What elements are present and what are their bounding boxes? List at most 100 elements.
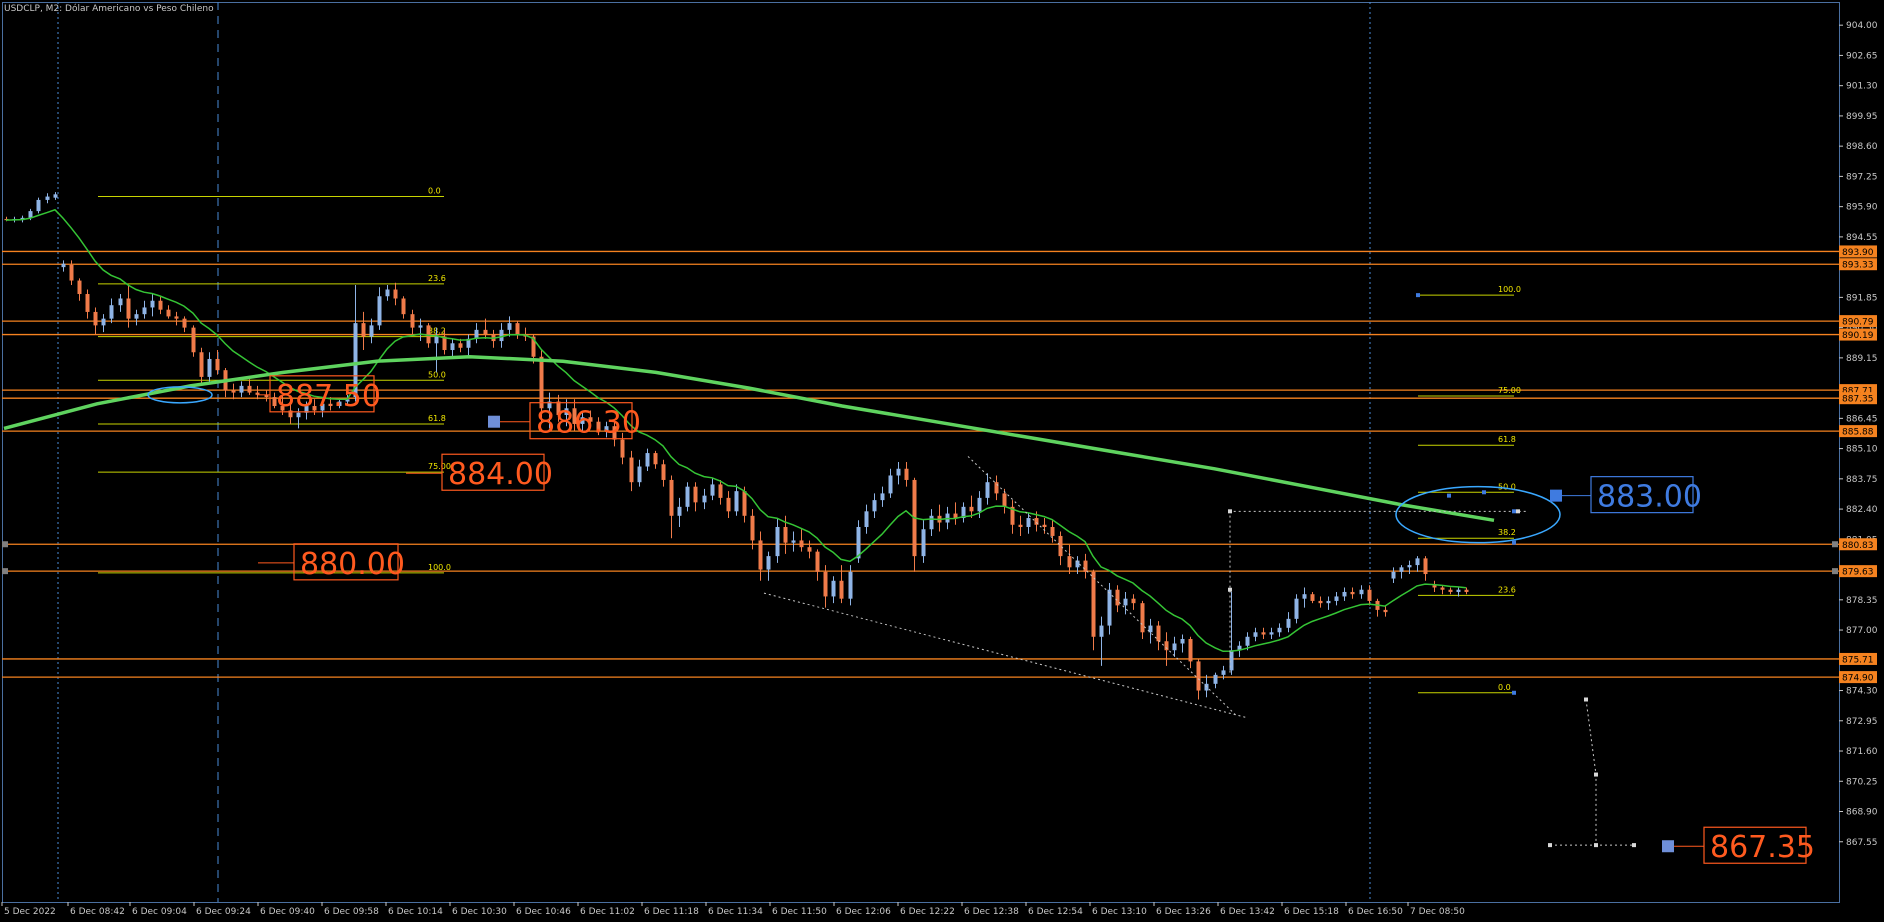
bearish-candle	[750, 509, 755, 550]
bullish-candle	[1213, 672, 1218, 689]
candle-body	[328, 403, 333, 407]
chart-header: USDCLP, M2: Dólar Americano vs Peso Chil…	[4, 3, 214, 14]
callout-box	[1703, 826, 1807, 864]
time-tick-label: 6 Dec 09:04	[132, 907, 187, 917]
bearish-candle	[1010, 500, 1015, 534]
bearish-candle	[158, 296, 163, 315]
candle-body	[620, 439, 625, 458]
guide-anchor-handle[interactable]	[1584, 697, 1588, 702]
bullish-candle	[1245, 632, 1250, 651]
callout-anchor-handle[interactable]	[1662, 840, 1674, 853]
bearish-candle	[77, 278, 82, 301]
level-anchor-handle[interactable]	[2, 541, 8, 548]
candle-body	[742, 491, 747, 516]
bullish-candle	[864, 504, 869, 534]
price-callout[interactable]: 884.00	[406, 453, 553, 492]
candle-body	[385, 289, 390, 297]
guide-anchor-handle[interactable]	[1228, 509, 1232, 514]
level-anchor-handle[interactable]	[1832, 541, 1838, 548]
bullish-candle	[507, 316, 512, 337]
ellipse-anchor-handle[interactable]	[1447, 493, 1451, 498]
level-price-tag	[1839, 245, 1877, 258]
candle-body	[953, 513, 958, 519]
candle-body	[109, 305, 114, 319]
candle-body	[69, 264, 74, 281]
time-tick-label: 6 Dec 16:50	[1348, 907, 1403, 917]
price-callout[interactable]: 887.50	[258, 375, 381, 414]
bearish-candle	[85, 289, 90, 319]
bullish-candle	[45, 193, 50, 204]
candle-body	[1269, 632, 1274, 635]
guide-anchor-handle[interactable]	[1594, 772, 1598, 777]
candle-body	[1131, 598, 1136, 604]
bullish-candle	[134, 309, 139, 326]
price-callout[interactable]: 883.00	[1550, 476, 1702, 515]
bearish-candle	[247, 379, 252, 395]
level-anchor-handle[interactable]	[1832, 568, 1838, 575]
highlight-ellipse[interactable]	[147, 386, 213, 404]
ellipse-anchor-handle[interactable]	[1482, 490, 1486, 495]
candle-body	[726, 497, 731, 512]
level-price-label: 879.63	[1842, 568, 1874, 578]
bullish-candle	[450, 338, 455, 357]
candle-body	[669, 479, 674, 516]
candle-body	[1091, 571, 1096, 637]
price-tick-label: 871.60	[1846, 747, 1878, 757]
candle-body	[685, 486, 690, 507]
candle-body	[961, 506, 966, 519]
price-callout[interactable]: 880.00	[258, 543, 405, 582]
bearish-candle	[1083, 553, 1088, 579]
candle-body	[418, 325, 423, 328]
moving-average-fast-line	[5, 208, 1467, 653]
guide-anchor-handle[interactable]	[1228, 587, 1232, 592]
price-callout[interactable]: 886.30	[488, 402, 641, 441]
candle-body	[1432, 585, 1437, 588]
candle-body	[1042, 524, 1047, 527]
time-tick-label: 6 Dec 11:18	[644, 907, 699, 917]
candle-body	[775, 527, 780, 557]
fib-anchor-handle[interactable]	[1512, 690, 1516, 695]
candle-body	[150, 300, 155, 308]
trendline-upper[interactable]	[967, 456, 1237, 716]
price-tick-label: 885.10	[1846, 445, 1878, 455]
candle-body	[1350, 591, 1355, 595]
candle-body	[264, 394, 269, 398]
bearish-candle	[1067, 544, 1072, 575]
callout-anchor-handle[interactable]	[1550, 489, 1562, 502]
candle-body	[1026, 518, 1031, 527]
bearish-candle	[588, 410, 593, 427]
bearish-candle	[669, 475, 674, 539]
bearish-candle	[1156, 621, 1161, 651]
candle-body	[556, 401, 561, 415]
callout-anchor-handle[interactable]	[488, 415, 500, 428]
bullish-candle	[1026, 513, 1031, 534]
fibonacci-retracement[interactable]: 100.0 75.00 61.8 50.0 38.2 23.6 0.0	[1418, 285, 1521, 694]
fib-anchor-handle[interactable]	[1416, 293, 1420, 298]
guide-anchor-handle[interactable]	[1594, 843, 1598, 848]
candle-body	[1456, 589, 1461, 592]
callout-box	[293, 543, 399, 581]
candle-body	[994, 482, 999, 494]
level-anchor-handle[interactable]	[2, 568, 8, 575]
candle-body	[1107, 589, 1112, 626]
bearish-candle	[904, 462, 909, 487]
bullish-candle	[929, 509, 934, 536]
fib-level-label: 23.6	[428, 274, 446, 283]
guide-anchor-handle[interactable]	[1516, 509, 1520, 514]
bullish-candle	[1099, 616, 1104, 666]
candle-body	[710, 484, 715, 496]
candle-body	[564, 408, 569, 415]
guide-anchor-handle[interactable]	[1632, 843, 1636, 848]
candle-body	[1245, 636, 1250, 646]
time-tick-label: 6 Dec 11:50	[772, 907, 827, 917]
bullish-candle	[304, 401, 309, 420]
guide-anchor-handle[interactable]	[1548, 843, 1552, 848]
ellipse-anchor-handle[interactable]	[1512, 540, 1516, 545]
time-tick-label: 6 Dec 12:38	[964, 907, 1019, 917]
candle-body	[1196, 661, 1201, 691]
price-callout[interactable]: 867.35	[1662, 826, 1815, 865]
ellipse-anchor-handle[interactable]	[1512, 509, 1516, 514]
bullish-candle	[580, 410, 585, 431]
highlight-ellipse[interactable]	[1395, 485, 1561, 544]
